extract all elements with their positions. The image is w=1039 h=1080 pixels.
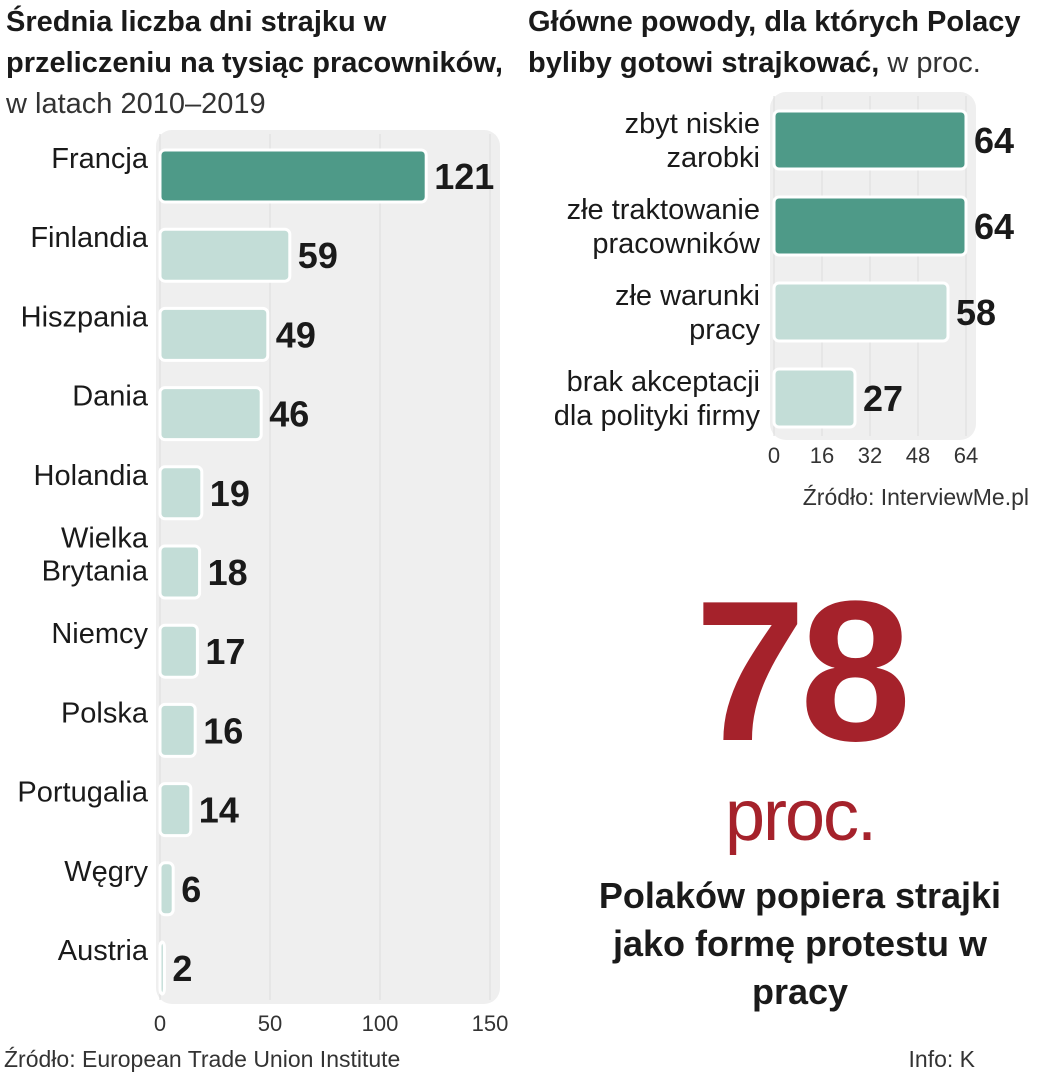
right-value-label: 58 xyxy=(956,292,996,333)
right-tick-label: 64 xyxy=(954,443,978,468)
left-category-label: Niemcy xyxy=(51,618,148,650)
left-bar xyxy=(158,702,197,758)
right-chart-source: Źródło: InterviewMe.pl xyxy=(802,484,1029,510)
left-bar xyxy=(158,861,175,917)
left-title-light: w latach 2010–2019 xyxy=(6,88,266,120)
left-tick-label: 100 xyxy=(362,1011,399,1036)
highlight-number: 78 xyxy=(694,560,911,783)
left-bar xyxy=(158,148,428,204)
right-bar xyxy=(772,195,968,257)
left-category-label: Finlandia xyxy=(30,222,149,254)
left-bar xyxy=(158,544,202,600)
right-tick-label: 0 xyxy=(768,443,780,468)
highlight-unit: proc. xyxy=(724,776,877,856)
left-category-label: Hiszpania xyxy=(21,301,149,333)
left-category-label: Holandia xyxy=(34,460,149,492)
right-category-label: zarobki xyxy=(667,142,761,174)
right-value-label: 64 xyxy=(974,120,1014,161)
left-chart-title: Średnia liczba dni strajku w przeliczeni… xyxy=(6,2,516,125)
right-category-label: złe traktowanie xyxy=(567,194,760,226)
right-title-bold: Główne powody, dla których Polacy byliby… xyxy=(528,6,1021,79)
left-tick-label: 50 xyxy=(258,1011,282,1036)
right-tick-label: 32 xyxy=(858,443,882,468)
right-category-label: złe warunki xyxy=(615,280,760,312)
right-bar xyxy=(772,109,968,171)
left-bar xyxy=(158,782,193,838)
left-value-label: 59 xyxy=(298,235,338,276)
left-value-label: 121 xyxy=(434,156,494,197)
right-category-label: pracowników xyxy=(592,228,761,260)
left-value-label: 49 xyxy=(276,314,316,355)
right-chart-title: Główne powody, dla których Polacy byliby… xyxy=(528,2,1038,84)
left-bar xyxy=(158,386,263,442)
left-value-label: 17 xyxy=(205,631,245,672)
right-bar xyxy=(772,367,857,429)
left-chart-source: Źródło: European Trade Union Institute xyxy=(4,1046,401,1072)
left-value-label: 14 xyxy=(199,790,239,831)
left-value-label: 2 xyxy=(172,948,192,989)
left-value-label: 18 xyxy=(208,552,248,593)
right-bar xyxy=(772,281,950,343)
left-value-label: 6 xyxy=(181,869,201,910)
left-category-label: Polska xyxy=(61,697,149,729)
right-category-label: dla polityki firmy xyxy=(554,400,761,432)
left-tick-label: 0 xyxy=(154,1011,166,1036)
left-value-label: 46 xyxy=(269,394,309,435)
right-tick-label: 48 xyxy=(906,443,930,468)
highlight-caption: Polaków popiera strajki jako formę prote… xyxy=(598,875,1002,1012)
left-bar xyxy=(158,465,204,521)
left-category-label: Brytania xyxy=(42,556,149,588)
right-tick-label: 16 xyxy=(810,443,834,468)
left-bar xyxy=(158,306,270,362)
right-category-label: zbyt niskie xyxy=(625,108,760,140)
left-value-label: 19 xyxy=(210,473,250,514)
right-value-label: 64 xyxy=(974,206,1014,247)
left-bar xyxy=(158,940,166,996)
left-bar xyxy=(158,623,199,679)
right-title-light: w proc. xyxy=(879,47,981,79)
info-credit: Info: K xyxy=(908,1046,975,1072)
left-category-label: Francja xyxy=(51,143,149,175)
right-category-label: brak akceptacji xyxy=(567,366,760,398)
right-value-label: 27 xyxy=(863,378,903,419)
right-category-label: pracy xyxy=(689,314,760,346)
left-title-bold: Średnia liczba dni strajku w przeliczeni… xyxy=(6,6,503,79)
left-value-label: 16 xyxy=(203,710,243,751)
left-tick-label: 150 xyxy=(472,1011,509,1036)
left-category-label: Dania xyxy=(72,381,149,413)
left-category-label: Wielka xyxy=(61,523,149,555)
left-category-label: Austria xyxy=(58,935,149,967)
left-category-label: Węgry xyxy=(64,856,148,888)
left-category-label: Portugalia xyxy=(17,777,148,809)
left-bar xyxy=(158,227,292,283)
